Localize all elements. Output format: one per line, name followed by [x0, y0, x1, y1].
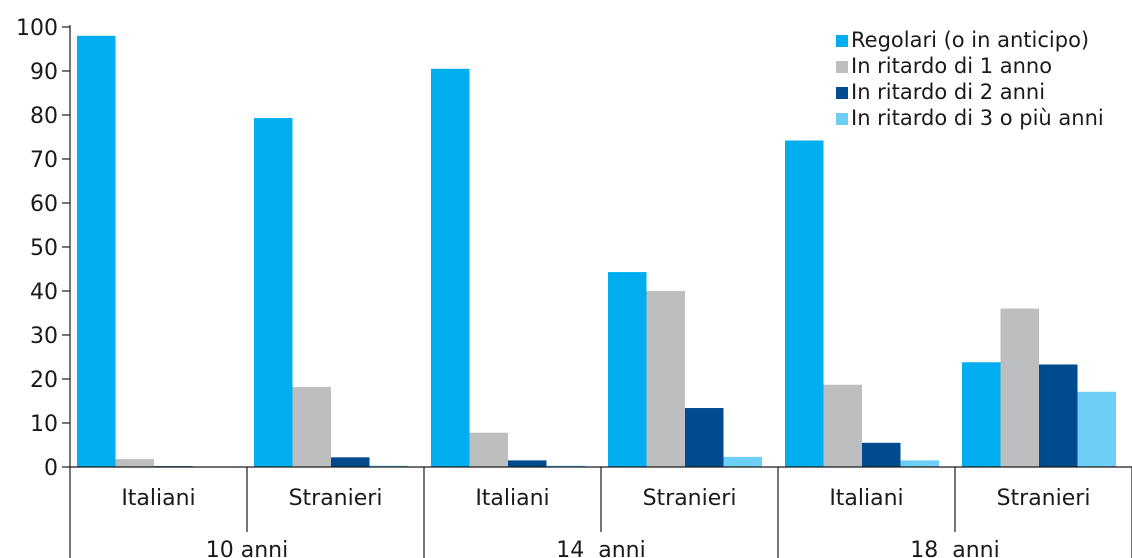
legend: Regolari (o in anticipo)In ritardo di 1 … — [836, 28, 1104, 130]
bar — [1039, 364, 1078, 467]
y-tick-label: 40 — [30, 280, 58, 305]
y-tick-label: 80 — [30, 104, 58, 129]
x-axis: Italiani Stranieri Italiani Stranieri Italia… — [69, 466, 1132, 558]
y-tick-label: 60 — [30, 192, 58, 217]
bar — [431, 68, 470, 468]
bar — [646, 291, 685, 467]
bar — [292, 386, 331, 467]
bar — [862, 442, 901, 467]
y-tick-label: 10 — [30, 412, 58, 437]
bar — [546, 465, 585, 467]
y-axis: 0 10 20 30 40 50 60 70 80 90 100 — [16, 16, 71, 481]
legend-label: In ritardo di 1 anno — [851, 54, 1052, 78]
legend-swatch — [836, 87, 848, 99]
bar — [785, 140, 824, 467]
bar — [823, 384, 862, 467]
bar — [1000, 308, 1039, 467]
bar — [115, 459, 154, 467]
y-tick-label: 50 — [30, 236, 58, 261]
x-tick-label: Italiani — [475, 486, 549, 511]
bars — [77, 35, 1116, 468]
bar — [900, 460, 939, 467]
group-label: 14 anni — [556, 538, 645, 558]
bar — [608, 272, 647, 467]
legend-swatch — [836, 35, 848, 47]
x-tick-label: Stranieri — [997, 486, 1091, 511]
legend-label: In ritardo di 3 o più anni — [851, 106, 1104, 130]
y-tick-label: 100 — [16, 16, 58, 41]
legend-swatch — [836, 113, 848, 125]
bar — [508, 460, 547, 467]
bar — [369, 465, 408, 467]
bar — [723, 456, 762, 467]
legend-label: In ritardo di 2 anni — [851, 80, 1045, 104]
y-tick-label: 20 — [30, 368, 58, 393]
y-tick-label: 70 — [30, 148, 58, 173]
legend-label: Regolari (o in anticipo) — [851, 28, 1089, 52]
bar — [685, 408, 724, 467]
y-tick-label: 0 — [44, 456, 58, 481]
legend-swatch — [836, 61, 848, 73]
x-tick-label: Stranieri — [289, 486, 383, 511]
y-tick-label: 90 — [30, 60, 58, 85]
y-tick-label: 30 — [30, 324, 58, 349]
bar — [1077, 391, 1116, 467]
bar — [331, 457, 370, 467]
x-tick-label: Italiani — [121, 486, 195, 511]
bar — [254, 118, 293, 467]
bar — [77, 35, 116, 468]
group-label: 18 anni — [910, 538, 999, 558]
x-tick-label: Italiani — [829, 486, 903, 511]
group-label: 10 anni — [206, 538, 288, 558]
bar — [469, 432, 508, 467]
bar — [962, 362, 1001, 467]
x-tick-label: Stranieri — [643, 486, 737, 511]
